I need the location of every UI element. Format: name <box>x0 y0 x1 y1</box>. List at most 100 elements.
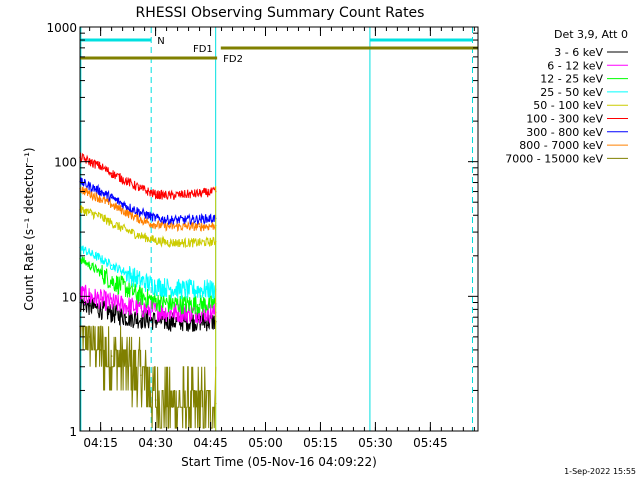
data-point <box>154 284 157 287</box>
legend-label: 6 - 12 keV <box>547 59 603 72</box>
data-point <box>184 225 186 228</box>
data-point <box>99 197 102 200</box>
series-line <box>79 256 217 315</box>
legend-label: 7000 - 15000 keV <box>505 152 603 165</box>
data-point <box>169 225 172 228</box>
data-point <box>125 316 128 318</box>
data-point <box>154 193 157 196</box>
data-point <box>198 303 201 306</box>
data-point <box>140 307 142 309</box>
legend-label: 300 - 800 keV <box>526 126 603 139</box>
legend-entry: 25 - 50 keV <box>540 86 628 99</box>
data-point <box>110 355 113 357</box>
data-point <box>99 308 102 311</box>
data-point <box>99 271 102 274</box>
data-point <box>140 374 142 376</box>
data-point <box>169 219 172 221</box>
legend-entry: 50 - 100 keV <box>533 99 628 112</box>
data-point <box>110 280 113 282</box>
data-point <box>169 402 172 405</box>
series-800-7000-kev <box>79 186 217 232</box>
x-axis-label: Start Time (05-Nov-16 04:09:22) <box>181 455 377 469</box>
data-point <box>110 172 113 175</box>
y-tick-label: 1 <box>69 425 77 439</box>
legend-entry: 100 - 300 keV <box>526 113 628 126</box>
data-point <box>140 318 142 320</box>
series-7000-15000-kev <box>79 325 217 429</box>
legend-entry: 3 - 6 keV <box>554 46 628 59</box>
data-point <box>110 312 113 314</box>
data-point <box>99 298 102 301</box>
data-point <box>198 288 201 291</box>
data-point <box>125 305 128 307</box>
data-point <box>110 203 113 206</box>
legend-entry: 6 - 12 keV <box>547 59 628 72</box>
data-point <box>88 336 91 338</box>
data-point <box>88 252 91 254</box>
data-point <box>198 192 201 195</box>
series-line <box>79 186 217 232</box>
legend-entry: 800 - 7000 keV <box>519 139 628 152</box>
data-point <box>169 287 172 289</box>
chart-title: RHESSI Observing Summary Count Rates <box>136 5 425 21</box>
y-axis: 1 10 100 1000 <box>46 21 478 439</box>
x-axis: 04:15 04:30 04:45 05:00 05:15 05:30 05:45 <box>83 27 475 450</box>
legend-label: 50 - 100 keV <box>533 99 603 112</box>
fd2-label: FD2 <box>223 54 243 65</box>
data-point <box>140 280 142 282</box>
data-point <box>99 215 102 218</box>
series-300-800-kev <box>79 177 217 226</box>
data-point <box>140 187 142 190</box>
data-point <box>125 211 128 214</box>
data-point <box>125 365 128 368</box>
data-point <box>125 271 128 274</box>
plot-frame <box>79 26 479 432</box>
legend-entry: 300 - 800 keV <box>526 126 628 139</box>
y-axis-label: Count Rate (s⁻¹ detector⁻¹) <box>22 147 36 310</box>
data-point <box>110 196 113 199</box>
x-tick-label: 05:45 <box>413 436 448 450</box>
data-point <box>99 257 102 260</box>
night-label: N <box>157 36 164 47</box>
legend-label: 3 - 6 keV <box>554 46 603 59</box>
x-tick-label: 05:00 <box>248 436 283 450</box>
data-point <box>198 406 201 409</box>
series-layer <box>79 152 217 431</box>
legend-label: 100 - 300 keV <box>526 113 603 126</box>
data-point <box>88 211 91 214</box>
data-point <box>110 222 113 224</box>
data-point <box>184 241 186 244</box>
data-point <box>140 219 142 221</box>
legend-label: 800 - 7000 keV <box>519 139 603 152</box>
data-point <box>99 349 102 351</box>
data-point <box>184 312 186 314</box>
data-point <box>147 384 150 386</box>
data-point <box>110 301 113 304</box>
data-point <box>169 311 172 314</box>
data-point <box>154 239 157 242</box>
y-tick-label: 100 <box>54 156 77 170</box>
legend-entry: 7000 - 15000 keV <box>505 152 628 165</box>
data-point <box>125 205 128 207</box>
data-point <box>154 310 157 312</box>
data-point <box>154 223 157 226</box>
data-point <box>169 194 172 197</box>
data-point <box>184 219 186 221</box>
data-point <box>125 287 128 289</box>
data-point <box>169 320 172 323</box>
data-point <box>88 192 91 195</box>
data-point <box>184 303 186 306</box>
data-point <box>140 295 142 298</box>
x-tick-label: 04:45 <box>193 436 228 450</box>
series-line <box>79 177 217 226</box>
x-tick-label: 05:15 <box>303 436 338 450</box>
series-line <box>79 325 217 429</box>
y-tick-label: 10 <box>62 290 77 304</box>
data-point <box>184 406 186 409</box>
data-point <box>184 320 186 323</box>
data-point <box>140 235 142 237</box>
data-point <box>140 211 142 214</box>
legend-label: 25 - 50 keV <box>540 86 603 99</box>
